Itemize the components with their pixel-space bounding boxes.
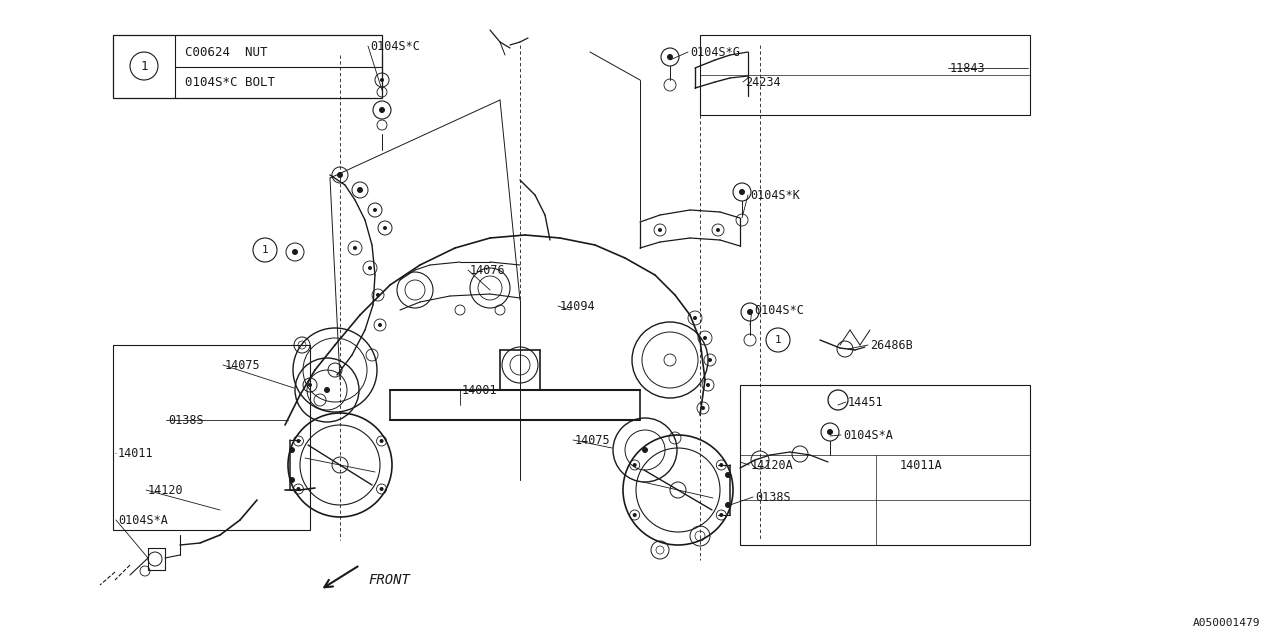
- Text: 1: 1: [141, 60, 147, 72]
- Circle shape: [658, 228, 662, 232]
- Text: 0104S*C: 0104S*C: [370, 40, 420, 52]
- Circle shape: [297, 487, 301, 491]
- Text: 14094: 14094: [561, 300, 595, 312]
- Circle shape: [716, 228, 719, 232]
- Circle shape: [297, 439, 301, 443]
- Circle shape: [380, 439, 384, 443]
- Bar: [700, 35, 1030, 115]
- Bar: [113, 345, 310, 530]
- Circle shape: [357, 187, 364, 193]
- Text: 0138S: 0138S: [168, 413, 204, 426]
- Text: 0138S: 0138S: [755, 490, 791, 504]
- Text: 26486B: 26486B: [870, 339, 913, 351]
- Text: 0104S*C: 0104S*C: [754, 303, 804, 317]
- Circle shape: [379, 107, 385, 113]
- Circle shape: [378, 323, 381, 327]
- Bar: [113, 35, 381, 98]
- Circle shape: [289, 447, 294, 453]
- Circle shape: [380, 78, 384, 82]
- Circle shape: [353, 246, 357, 250]
- Circle shape: [701, 406, 705, 410]
- Text: 11843: 11843: [950, 61, 986, 74]
- Text: 24234: 24234: [745, 76, 781, 88]
- Text: 14451: 14451: [849, 396, 883, 408]
- Text: 14075: 14075: [575, 433, 611, 447]
- Circle shape: [380, 487, 384, 491]
- Circle shape: [708, 358, 712, 362]
- Text: 0104S*C BOLT: 0104S*C BOLT: [186, 76, 275, 88]
- Text: 0104S*A: 0104S*A: [844, 429, 893, 442]
- Circle shape: [369, 266, 372, 270]
- Text: 0104S*K: 0104S*K: [750, 189, 800, 202]
- Circle shape: [707, 383, 710, 387]
- Text: A050001479: A050001479: [1193, 618, 1260, 628]
- Text: C00624  NUT: C00624 NUT: [186, 45, 268, 58]
- Circle shape: [308, 383, 312, 387]
- Text: 14001: 14001: [462, 383, 498, 397]
- Bar: [740, 385, 1030, 545]
- Circle shape: [289, 477, 294, 483]
- Circle shape: [383, 226, 387, 230]
- Text: 0104S*G: 0104S*G: [690, 45, 740, 58]
- Text: 14075: 14075: [225, 358, 261, 371]
- Text: 14011: 14011: [118, 447, 154, 460]
- Circle shape: [724, 502, 731, 508]
- Circle shape: [719, 463, 723, 467]
- Circle shape: [337, 172, 343, 178]
- Circle shape: [739, 189, 745, 195]
- Text: 1: 1: [261, 245, 269, 255]
- Circle shape: [667, 54, 673, 60]
- Text: 0104S*A: 0104S*A: [118, 513, 168, 527]
- Circle shape: [632, 463, 636, 467]
- Circle shape: [324, 387, 330, 393]
- Text: 14011A: 14011A: [900, 458, 943, 472]
- Circle shape: [748, 309, 753, 315]
- Text: 1: 1: [774, 335, 781, 345]
- Text: FRONT: FRONT: [369, 573, 410, 587]
- Circle shape: [643, 447, 648, 453]
- Circle shape: [632, 513, 636, 517]
- Circle shape: [724, 472, 731, 478]
- Circle shape: [692, 316, 698, 320]
- Circle shape: [703, 336, 707, 340]
- Circle shape: [376, 293, 380, 297]
- Circle shape: [372, 208, 378, 212]
- Circle shape: [827, 429, 833, 435]
- Text: 14120A: 14120A: [751, 458, 794, 472]
- Text: 14076: 14076: [470, 264, 506, 276]
- Text: 14120: 14120: [148, 483, 183, 497]
- Circle shape: [292, 249, 298, 255]
- Circle shape: [719, 513, 723, 517]
